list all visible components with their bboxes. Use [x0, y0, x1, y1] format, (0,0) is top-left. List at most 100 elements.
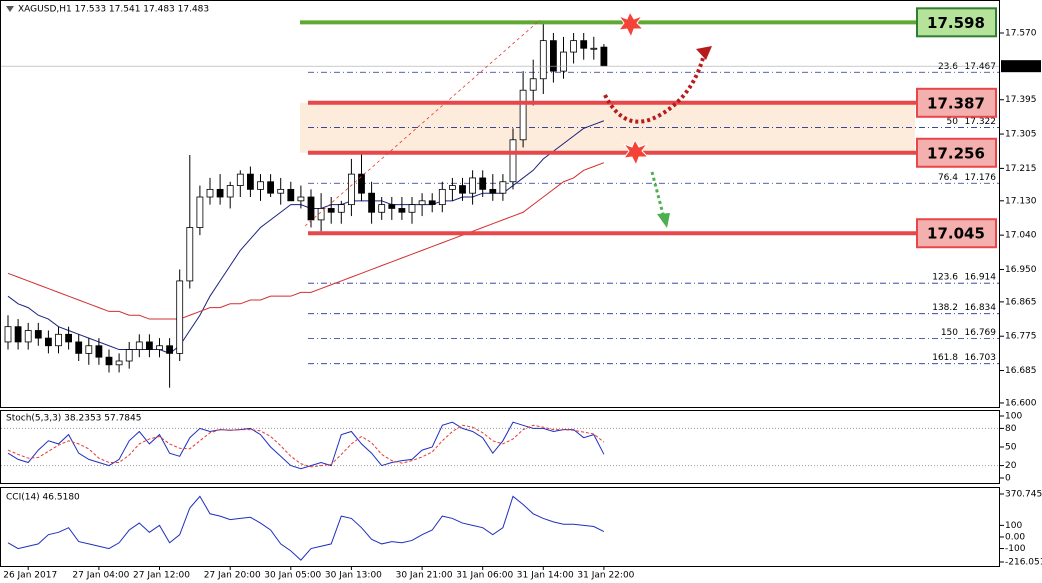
price-label: 17.483: [1005, 62, 1037, 72]
x-tick-label: 27 Jan 12:00: [133, 571, 190, 581]
fib-price: 17.322: [965, 117, 997, 127]
x-tick-label: 31 Jan 06:00: [456, 571, 513, 581]
frame: [0, 0, 1000, 567]
candle-body: [65, 333, 72, 343]
stoch-panel: [0, 410, 1000, 484]
y-tick-label: 17.305: [1005, 130, 1037, 140]
candle-body: [186, 227, 194, 282]
annotations: [304, 10, 712, 228]
candle-body: [14, 326, 22, 343]
x-tick-label: 27 Jan 20:00: [204, 571, 261, 581]
cci-panel: [0, 487, 1000, 567]
candle-body: [216, 188, 224, 198]
candle-body: [358, 173, 365, 194]
candle-body: [34, 330, 42, 339]
y-tick-label: 16.950: [1005, 265, 1037, 275]
y-tick-label: 17.215: [1005, 164, 1037, 174]
price-box: [1001, 60, 1041, 73]
fib-price: 17.467: [965, 62, 997, 72]
candle-body: [550, 40, 557, 72]
fib-price: 16.914: [965, 273, 997, 283]
candle-body: [166, 345, 174, 354]
fib-price: 16.769: [965, 328, 997, 338]
y-tick-label: 16.685: [1005, 366, 1037, 376]
candle-body: [580, 40, 588, 49]
arrow-up: [603, 49, 707, 124]
candle-body: [236, 173, 244, 186]
candle-body: [45, 337, 52, 347]
panel-title: CCI(14) 46.5180: [6, 493, 80, 503]
fib-level: 23.6: [938, 62, 958, 72]
candle-body: [448, 185, 456, 190]
x-tick-label: 31 Jan 22:00: [577, 571, 634, 581]
fib-level: 76.4: [938, 173, 958, 183]
candle-body: [125, 349, 133, 362]
candle-body: [75, 341, 83, 354]
y-tick-label: 20: [1005, 461, 1017, 471]
candle-body: [24, 330, 32, 343]
indicator-line: [7, 424, 605, 468]
candle-body: [277, 188, 285, 194]
candle-body: [297, 196, 305, 202]
candle-body: [95, 345, 103, 358]
candle-body: [307, 196, 315, 221]
candle-body: [105, 356, 113, 366]
level-box: [916, 87, 997, 118]
level-label: 17.387: [927, 94, 985, 112]
y-tick-label: 16.775: [1005, 332, 1037, 342]
candle-body: [489, 188, 497, 194]
arrow-down: [650, 171, 666, 219]
candle-body: [469, 177, 477, 194]
x-tick-label: 30 Jan 13:00: [325, 571, 382, 581]
candle-body: [55, 333, 62, 347]
indicator-line: [7, 495, 605, 561]
candle-body: [337, 204, 345, 213]
fib-price: 16.834: [965, 303, 997, 313]
main-panel: [0, 0, 1000, 408]
fib-level: 50: [947, 117, 959, 127]
panel-title: Stoch(5,3,3) 38.2353 57.7845: [6, 414, 141, 424]
candle-body: [196, 196, 204, 228]
fib-level: 161.8: [932, 353, 958, 363]
x-tick-label: 27 Jan 04:00: [72, 571, 129, 581]
burst: [617, 10, 645, 39]
candle-body: [388, 204, 396, 209]
y-tick-label: 50: [1005, 443, 1017, 453]
candle-body: [4, 326, 12, 343]
candle-body: [539, 40, 547, 80]
y-tick-label: 16.600: [1005, 398, 1037, 408]
fib-price: 16.703: [965, 353, 997, 363]
candle-body: [257, 181, 264, 190]
candle-body: [378, 204, 386, 213]
candle-body: [408, 204, 416, 213]
x-tick-label: 30 Jan 05:00: [264, 571, 321, 581]
fib-level: 138.2: [932, 303, 958, 313]
candle-body: [570, 40, 577, 53]
candle-body: [226, 185, 234, 198]
candle-body: [327, 208, 335, 213]
level-box: [916, 218, 997, 249]
y-tick-label: 17.130: [1005, 196, 1037, 206]
candle-body: [509, 139, 517, 183]
fib-level: 150: [941, 328, 958, 338]
candle-body: [176, 280, 184, 354]
candle-body: [590, 47, 598, 50]
level-label: 17.256: [927, 144, 985, 162]
y-tick-label: 16.865: [1005, 297, 1037, 307]
y-tick-label: -216.0513: [1005, 558, 1042, 568]
y-tick-label: 17.395: [1005, 95, 1037, 105]
y-tick-label: 100: [1005, 412, 1022, 422]
candle-body: [519, 89, 527, 141]
candle-body: [156, 345, 163, 350]
candle-body: [560, 51, 567, 72]
candle-body: [529, 78, 537, 91]
y-tick-label: 17.570: [1005, 29, 1037, 39]
fib-price: 17.176: [965, 173, 997, 183]
level-label: 17.045: [927, 225, 985, 243]
candle-body: [368, 192, 376, 213]
arrow-head: [696, 46, 712, 60]
candle-body: [145, 341, 153, 350]
candle-body: [428, 200, 436, 206]
